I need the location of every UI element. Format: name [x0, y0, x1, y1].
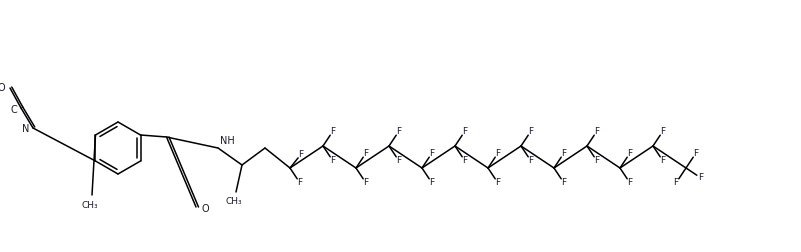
Text: O: O	[201, 204, 208, 214]
Text: F: F	[660, 156, 665, 165]
Text: F: F	[495, 178, 500, 187]
Text: F: F	[396, 127, 401, 136]
Text: F: F	[298, 150, 304, 159]
Text: F: F	[429, 178, 434, 187]
Text: F: F	[594, 156, 599, 165]
Text: F: F	[698, 173, 703, 182]
Text: F: F	[429, 149, 434, 158]
Text: F: F	[627, 178, 632, 187]
Text: N: N	[22, 124, 29, 134]
Text: F: F	[594, 127, 599, 136]
Text: CH₃: CH₃	[226, 197, 243, 205]
Text: F: F	[297, 178, 302, 187]
Text: F: F	[528, 127, 533, 136]
Text: F: F	[561, 149, 566, 158]
Text: F: F	[627, 149, 632, 158]
Text: F: F	[495, 149, 500, 158]
Text: F: F	[462, 156, 467, 165]
Text: F: F	[694, 148, 698, 158]
Text: F: F	[396, 156, 401, 165]
Text: F: F	[660, 127, 665, 136]
Text: C: C	[10, 105, 17, 115]
Text: F: F	[561, 178, 566, 187]
Text: F: F	[363, 149, 368, 158]
Text: NH: NH	[220, 136, 235, 146]
Text: F: F	[363, 178, 368, 187]
Text: O: O	[0, 83, 5, 93]
Text: F: F	[330, 156, 335, 165]
Text: CH₃: CH₃	[82, 201, 99, 209]
Text: F: F	[330, 127, 335, 136]
Text: F: F	[462, 127, 467, 136]
Text: F: F	[528, 156, 533, 165]
Text: F: F	[674, 178, 678, 187]
